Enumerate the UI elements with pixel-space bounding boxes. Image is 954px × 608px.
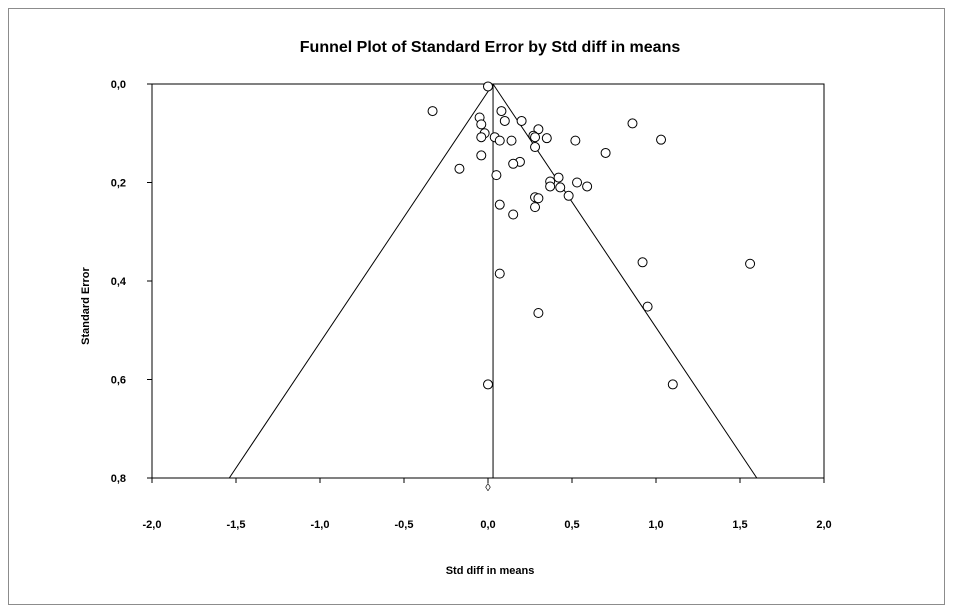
data-point	[494, 268, 505, 279]
data-point	[483, 379, 493, 390]
x-tick-label: -1,5	[227, 519, 246, 531]
data-point	[533, 193, 544, 204]
data-point	[545, 181, 556, 192]
x-tick-label: 0,0	[480, 519, 495, 531]
y-tick-label: 0,4	[111, 276, 127, 288]
data-point	[642, 301, 653, 312]
y-axis-label: Standard Error	[80, 266, 92, 344]
x-tick-label: 0,5	[564, 519, 579, 531]
axes-layer: -2,0 -1,5 -1,0 -0,5 0,0 0,5 1,0 1,5 2,0 0,0 0,2 0,4…	[111, 79, 832, 531]
x-tick-label: 1,0	[648, 519, 663, 531]
data-point	[491, 170, 502, 181]
data-point	[541, 133, 552, 144]
data-point	[570, 135, 581, 146]
chart-title: Funnel Plot of Standard Error by Std dif…	[300, 39, 681, 56]
data-point	[476, 150, 487, 161]
data-point	[499, 115, 510, 126]
data-point	[530, 202, 541, 213]
data-point	[476, 119, 487, 130]
data-point	[494, 199, 505, 210]
x-tick-label: -0,5	[395, 519, 414, 531]
data-point	[656, 134, 667, 145]
data-point	[454, 163, 465, 174]
data-point	[506, 135, 517, 146]
data-point	[745, 258, 756, 269]
x-axis-label: Std diff in means	[446, 565, 535, 577]
funnel-left-line	[228, 83, 494, 479]
data-point	[530, 142, 541, 153]
data-point	[533, 308, 544, 319]
data-point	[553, 172, 564, 183]
data-point	[476, 132, 487, 143]
y-tick-label: 0,0	[111, 79, 126, 91]
data-point	[508, 158, 519, 169]
data-point	[516, 115, 527, 126]
x-tick-label: 2,0	[816, 519, 831, 531]
data-point	[563, 190, 574, 201]
data-point	[627, 118, 638, 129]
x-tick-label: -2,0	[143, 519, 162, 531]
chart-frame	[8, 8, 945, 605]
summary-diamond-marker: ◊	[485, 482, 491, 494]
data-point	[637, 257, 648, 268]
data-point	[494, 135, 505, 146]
data-point	[483, 81, 493, 92]
data-point	[496, 106, 507, 117]
data-point	[572, 177, 583, 188]
plot-area	[151, 83, 825, 479]
y-tick-label: 0,8	[111, 473, 126, 485]
y-tick-label: 0,6	[111, 375, 126, 387]
data-point	[508, 209, 519, 220]
points-layer	[427, 81, 756, 390]
data-point	[600, 147, 611, 158]
data-point	[427, 106, 438, 117]
data-point	[555, 182, 566, 193]
data-point	[667, 379, 678, 390]
funnel-layer	[228, 83, 758, 479]
data-point	[582, 181, 593, 192]
data-point	[530, 132, 541, 143]
y-tick-label: 0,2	[111, 178, 126, 190]
x-tick-label: 1,5	[732, 519, 747, 531]
x-tick-label: -1,0	[311, 519, 330, 531]
